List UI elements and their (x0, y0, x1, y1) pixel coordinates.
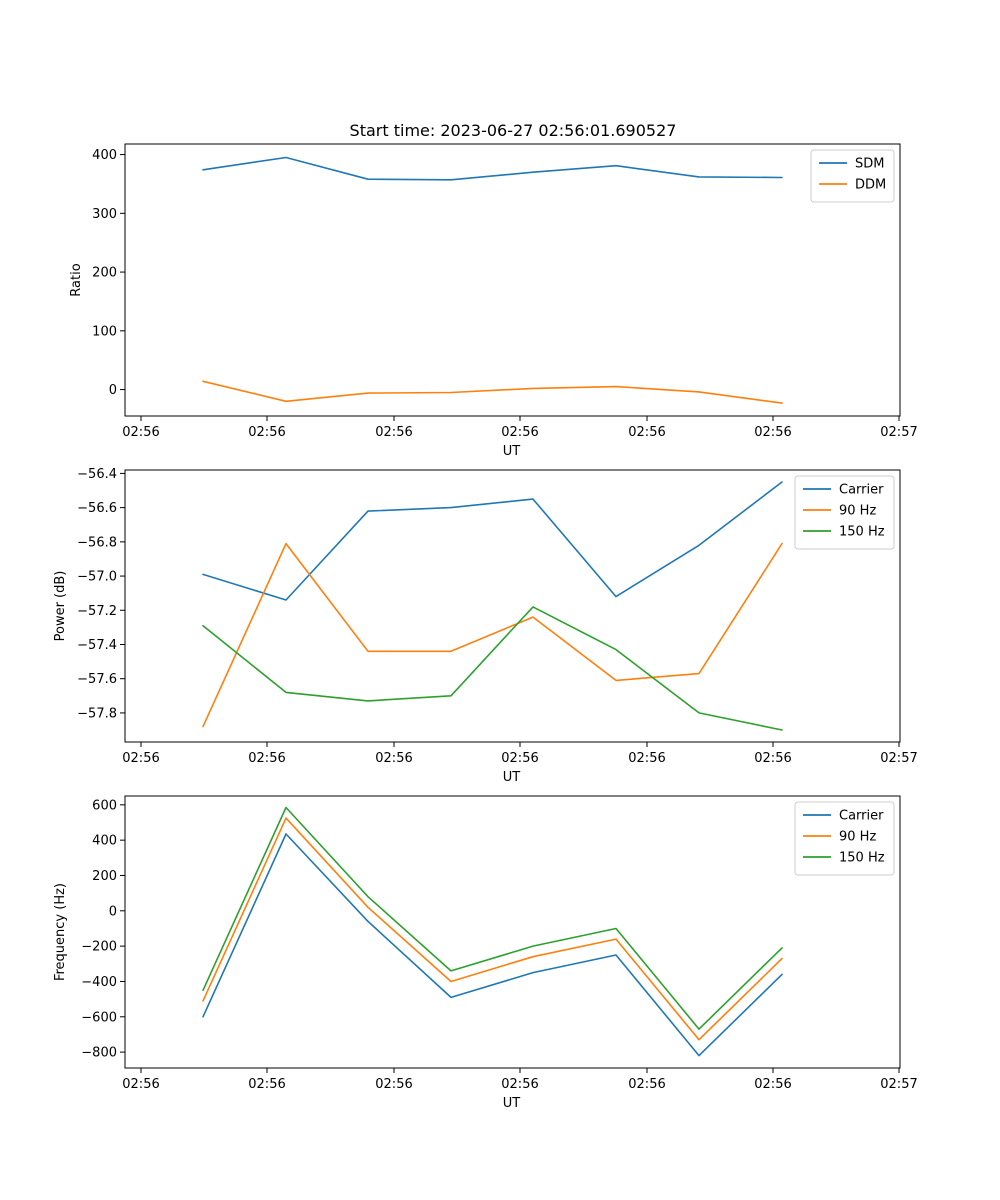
x-tick-label: 02:56 (122, 751, 159, 766)
plot-frame (124, 795, 901, 1069)
x-tick-label: 02:56 (248, 751, 285, 766)
y-axis-label: Power (dB) (53, 571, 68, 642)
series-line-carrier (202, 833, 783, 1057)
y-tick-label: −200 (81, 940, 117, 955)
y-tick-label: 400 (92, 148, 117, 163)
x-tick-label: 02:56 (628, 751, 665, 766)
y-tick-label: 0 (109, 383, 117, 398)
series-line-90-hz (202, 817, 783, 1041)
legend-label: DDM (855, 178, 886, 193)
legend-label: Carrier (839, 809, 884, 824)
x-tick-label: 02:56 (754, 1077, 791, 1092)
chart-panel-2: 02:56 02:56 02:56 02:56 02:56 02:56 02:57 −57.8… (53, 467, 918, 785)
series-line-90-hz (202, 542, 783, 728)
legend-label: 150 Hz (839, 851, 885, 866)
y-tick-label: 100 (92, 324, 117, 339)
y-axis-label: Frequency (Hz) (53, 883, 68, 981)
x-tick-label: 02:56 (375, 1077, 412, 1092)
legend-label: SDM (855, 157, 884, 172)
x-tick-label: 02:56 (628, 1077, 665, 1092)
series-line-ddm (202, 380, 783, 404)
series-line-sdm (202, 156, 783, 181)
x-tick-label: 02:56 (375, 425, 412, 440)
y-tick-label: −57.2 (77, 604, 117, 619)
y-tick-label: 400 (92, 834, 117, 849)
x-tick-label: 02:56 (501, 425, 538, 440)
y-tick-label: −57.4 (77, 638, 117, 653)
y-tick-label: 200 (92, 266, 117, 281)
y-tick-label: 0 (109, 904, 117, 919)
x-tick-label: 02:56 (628, 425, 665, 440)
y-tick-label: −56.8 (77, 535, 117, 550)
x-tick-label: 02:56 (248, 1077, 285, 1092)
legend-label: 90 Hz (839, 504, 876, 519)
legend: Carrier 90 Hz 150 Hz (794, 801, 895, 876)
x-tick-label: 02:56 (501, 1077, 538, 1092)
x-tick-label: 02:56 (375, 751, 412, 766)
x-tick-label: 02:56 (248, 425, 285, 440)
x-tick-label: 02:56 (122, 1077, 159, 1092)
x-tick-label: 02:56 (501, 751, 538, 766)
y-tick-label: −800 (81, 1046, 117, 1061)
chart-panel-1: 02:56 02:56 02:56 02:56 02:56 02:56 02:57 0 100 2… (69, 143, 918, 459)
x-axis-label: UT (503, 770, 521, 785)
plot-frame (124, 469, 901, 743)
x-tick-label: 02:56 (122, 425, 159, 440)
y-tick-label: 300 (92, 207, 117, 222)
legend: SDM DDM (810, 149, 895, 203)
x-tick-label: 02:57 (880, 751, 917, 766)
chart-panel-3: 02:56 02:56 02:56 02:56 02:56 02:56 02:57 −800 −… (53, 795, 918, 1111)
y-tick-label: 200 (92, 869, 117, 884)
y-tick-label: −56.6 (77, 501, 117, 516)
series-line-150-hz (202, 606, 783, 731)
legend-label: Carrier (839, 483, 884, 498)
y-tick-label: −600 (81, 1010, 117, 1025)
series-line-carrier (202, 481, 783, 601)
figure-title: Start time: 2023-06-27 02:56:01.690527 (350, 121, 677, 140)
y-tick-label: −56.4 (77, 467, 117, 482)
y-tick-label: −57.6 (77, 672, 117, 687)
series-line-150-hz (202, 806, 783, 1030)
x-tick-label: 02:56 (754, 751, 791, 766)
x-axis-label: UT (503, 1096, 521, 1111)
y-axis-label: Ratio (69, 263, 84, 296)
y-tick-label: 600 (92, 798, 117, 813)
x-axis-label: UT (503, 444, 521, 459)
plot-frame (124, 143, 901, 417)
x-tick-label: 02:56 (754, 425, 791, 440)
legend-label: 150 Hz (839, 525, 885, 540)
legend: Carrier 90 Hz 150 Hz (794, 475, 895, 550)
y-tick-label: −400 (81, 975, 117, 990)
y-tick-label: −57.0 (77, 570, 117, 585)
y-tick-label: −57.8 (77, 706, 117, 721)
x-tick-label: 02:57 (880, 1077, 917, 1092)
x-tick-label: 02:57 (880, 425, 917, 440)
legend-label: 90 Hz (839, 830, 876, 845)
